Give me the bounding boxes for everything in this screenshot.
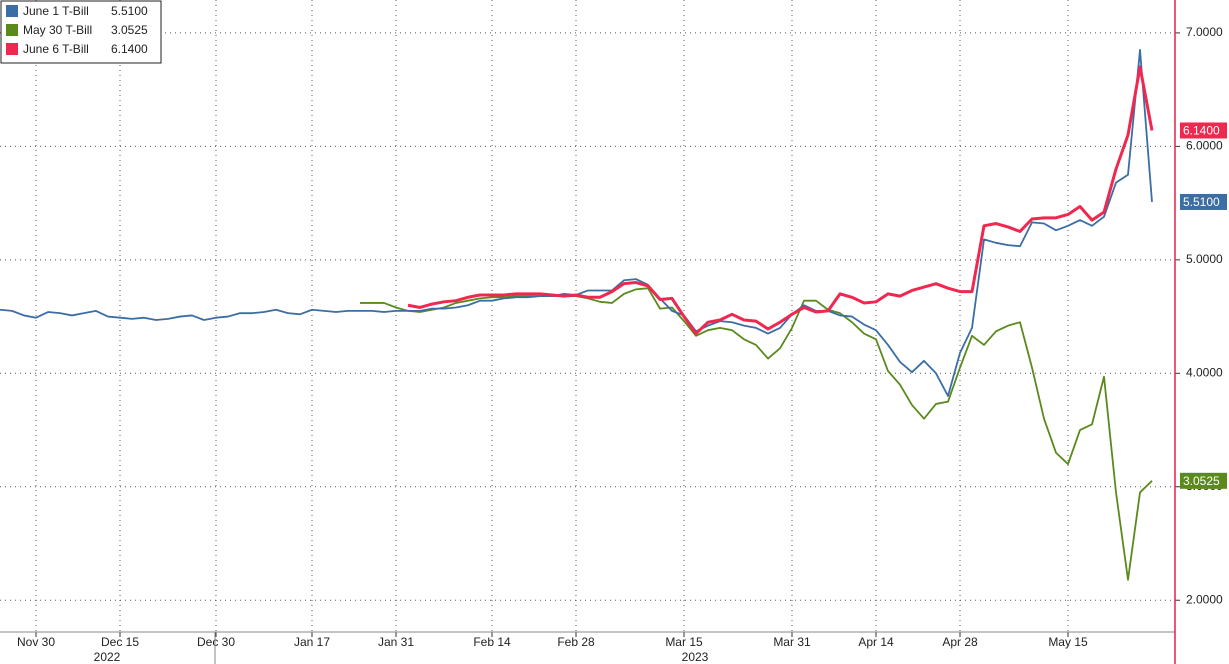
legend-swatch (6, 43, 18, 55)
x-tick-label: Apr 28 (942, 635, 978, 649)
legend-swatch (6, 5, 18, 17)
y-tick-label: 5.0000 (1186, 252, 1223, 266)
legend-swatch (6, 24, 18, 36)
series-line (0, 49, 1153, 397)
series-line (407, 65, 1154, 336)
y-tick-label: 4.0000 (1186, 365, 1223, 379)
legend-value: 6.1400 (111, 42, 148, 56)
x-tick-label: Apr 14 (858, 635, 894, 649)
x-tick-label: Feb 28 (557, 635, 595, 649)
year-label: 2023 (682, 650, 709, 664)
x-tick-label: Dec 15 (101, 635, 139, 649)
x-tick-label: May 15 (1048, 635, 1088, 649)
legend-box (0, 0, 162, 64)
x-tick-label: Dec 30 (197, 635, 235, 649)
x-tick-label: Nov 30 (17, 635, 55, 649)
end-label: 6.1400 (1183, 124, 1220, 138)
end-label-box (1180, 193, 1227, 210)
y-tick-label: 6.0000 (1186, 139, 1223, 153)
legend-name: June 6 T-Bill (23, 42, 89, 56)
y-tick-label: 7.0000 (1186, 25, 1223, 39)
series-line (360, 287, 1153, 581)
end-label-box (1180, 122, 1227, 139)
x-tick-label: Jan 31 (378, 635, 414, 649)
end-label: 5.5100 (1183, 195, 1220, 209)
legend-name: June 1 T-Bill (23, 4, 89, 18)
legend-value: 5.5100 (111, 4, 148, 18)
x-tick-label: Mar 15 (665, 635, 703, 649)
end-label: 3.0525 (1183, 474, 1220, 488)
legend-value: 3.0525 (111, 23, 148, 37)
legend-name: May 30 T-Bill (23, 23, 92, 37)
x-tick-label: Jan 17 (294, 635, 330, 649)
end-label-box (1180, 472, 1227, 489)
year-label: 2022 (94, 650, 121, 664)
x-tick-label: Feb 14 (473, 635, 511, 649)
y-tick-label: 2.0000 (1186, 592, 1223, 606)
x-tick-label: Mar 31 (773, 635, 811, 649)
